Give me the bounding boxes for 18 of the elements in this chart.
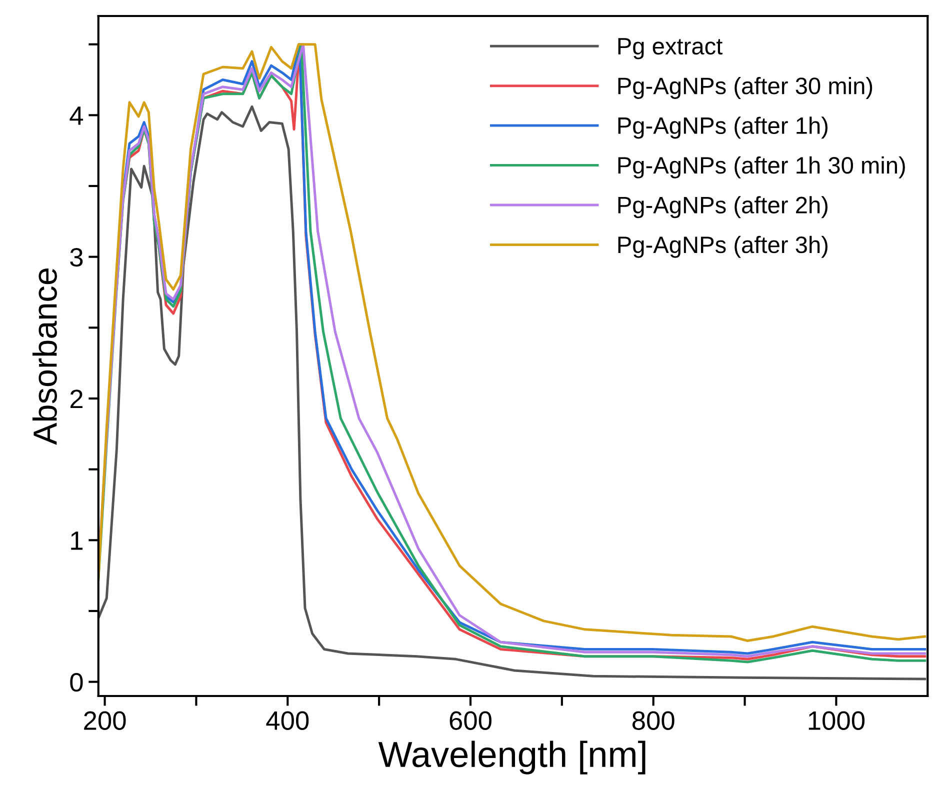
legend-label: Pg-AgNPs (after 3h)	[618, 236, 828, 258]
x-axis-title: Wavelength [nm]	[378, 740, 646, 774]
y-tick-label: 3	[70, 248, 83, 267]
y-tick-label: 4	[70, 106, 84, 125]
x-tick-label: 400	[266, 711, 309, 730]
x-tick-label: 200	[84, 711, 126, 730]
x-tick-label: 800	[632, 711, 674, 730]
y-tick-label: 0	[70, 672, 83, 692]
y-axis-title: Absorbance	[32, 268, 57, 445]
legend-label: Pg-AgNPs (after 1h 30 min)	[618, 156, 905, 178]
legend-label: Pg-AgNPs (after 30 min)	[618, 76, 872, 99]
x-tick-label: 600	[450, 711, 492, 730]
y-tick-label: 2	[70, 390, 82, 408]
y-tick-label: 1	[71, 532, 83, 550]
legend-label: Pg-AgNPs (after 1h)	[618, 116, 828, 139]
legend-label: Pg extract	[618, 38, 723, 60]
legend-label: Pg-AgNPs (after 2h)	[618, 196, 828, 218]
x-tick-label: 1000	[808, 711, 865, 730]
